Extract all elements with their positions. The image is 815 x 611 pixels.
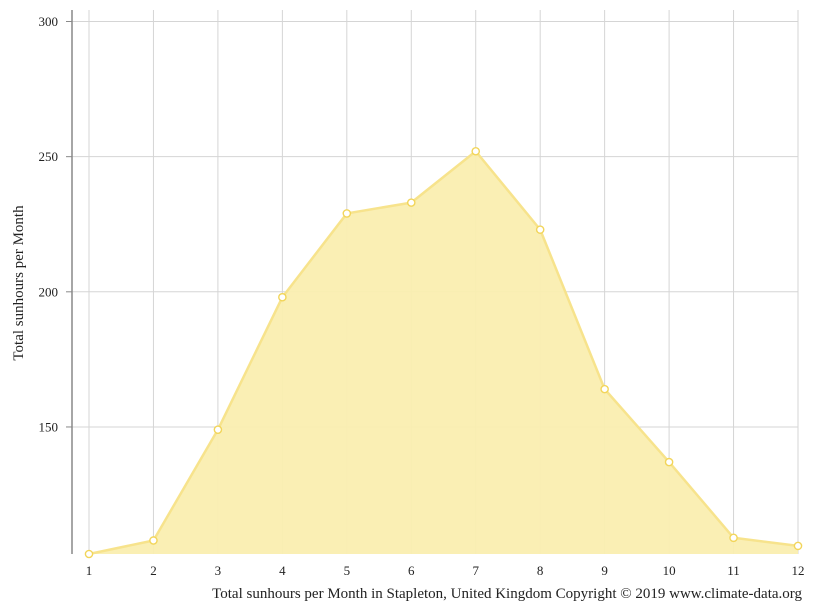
data-point-month-6: [406, 198, 416, 207]
x-tick-label: 9: [601, 563, 608, 578]
y-axis-title: Total sunhours per Month: [11, 205, 27, 361]
x-tick-label: 8: [537, 563, 544, 578]
y-tick-label: 200: [39, 284, 59, 299]
x-tick-label: 2: [150, 563, 157, 578]
y-tick-label: 300: [39, 14, 59, 29]
x-tick-label: 7: [472, 563, 479, 578]
data-point-month-10: [664, 457, 674, 467]
x-tick-label: 1: [86, 563, 93, 578]
x-tick-label: 11: [727, 563, 740, 578]
area-layer: [88, 150, 799, 556]
data-point-month-8: [535, 225, 545, 234]
data-point-month-1: [84, 549, 94, 559]
data-point-month-12: [793, 541, 803, 551]
data-point-month-2: [149, 536, 158, 545]
marker-layer: [84, 146, 803, 559]
data-point-month-9: [600, 384, 609, 394]
x-tick-label: 3: [215, 563, 222, 578]
y-tick-label: 150: [39, 419, 59, 434]
x-tick-label: 5: [344, 563, 351, 578]
axis-layer: [66, 10, 73, 554]
x-tick-label: 12: [792, 563, 805, 578]
data-point-month-3: [213, 425, 223, 434]
x-tick-label: 10: [663, 563, 676, 578]
data-point-month-4: [278, 292, 287, 302]
data-point-month-5: [342, 209, 352, 218]
data-point-month-11: [729, 533, 738, 543]
data-point-month-7: [471, 146, 481, 156]
sunhours-line: [88, 150, 799, 556]
y-tick-label: 250: [39, 149, 59, 164]
x-tick-label: 6: [408, 563, 415, 578]
sunhours-area: [89, 151, 798, 554]
chart-caption: Total sunhours per Month in Stapleton, U…: [212, 586, 802, 602]
x-tick-label: 4: [279, 563, 286, 578]
